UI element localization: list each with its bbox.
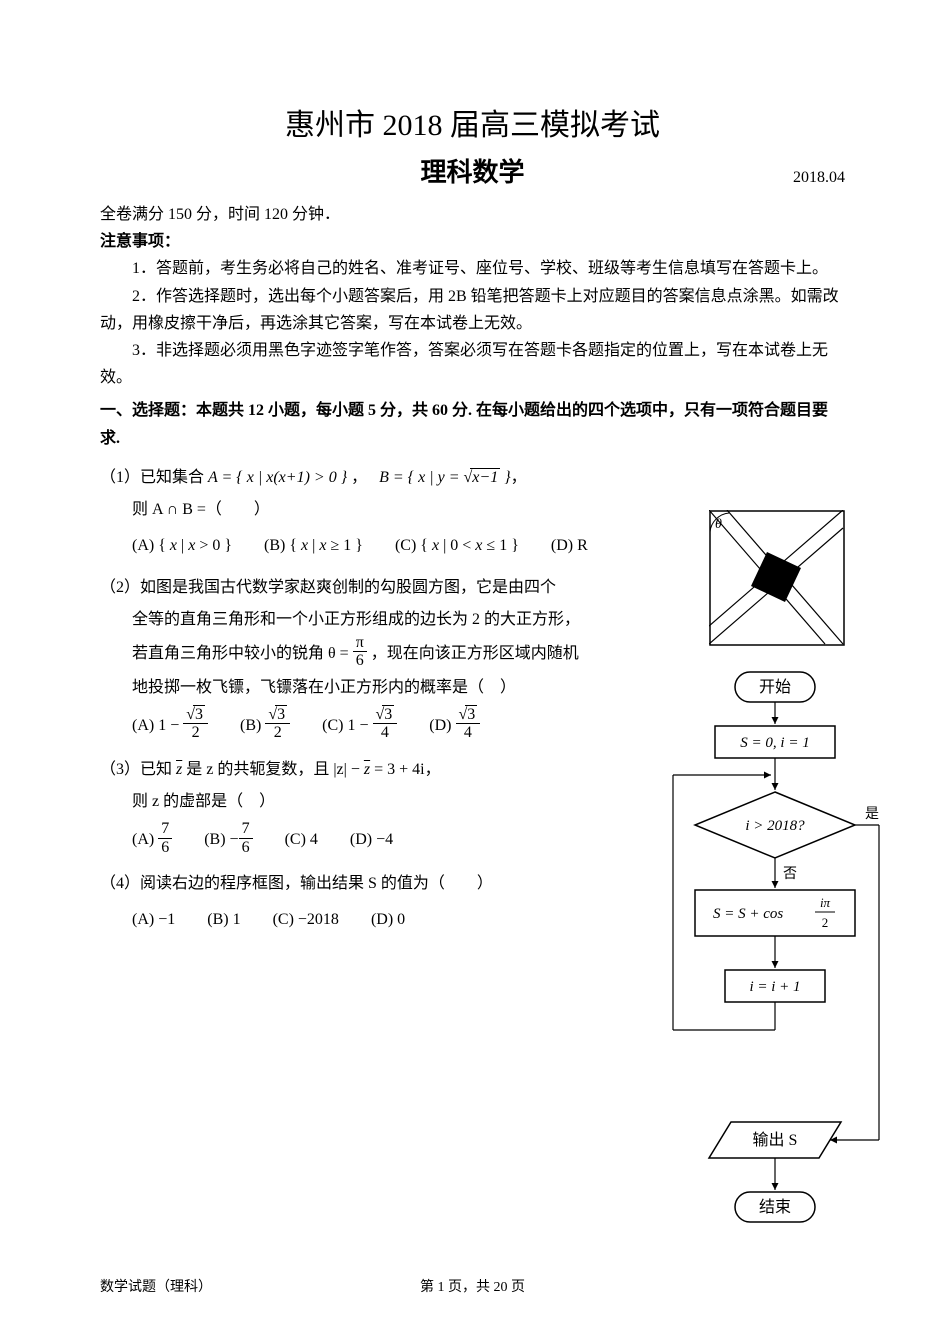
q1-optD: (D) R <box>551 530 588 562</box>
q1-setA: A = { x | x(x+1) > 0 } <box>208 469 347 486</box>
q1-optC: (C) { x | 0 < x ≤ 1 } <box>395 530 519 562</box>
q2-optA: (A) 1 − 32 <box>132 708 208 744</box>
exam-date: 2018.04 <box>793 169 845 187</box>
question-4: （4）阅读右边的程序框图，输出结果 S 的值为（ ） (A) −1 (B) 1 … <box>100 868 660 936</box>
q4-options: (A) −1 (B) 1 (C) −2018 (D) 0 <box>100 904 660 936</box>
fc-start: 开始 <box>759 678 791 696</box>
flowchart: 开始 S = 0, i = 1 i > 2018? 是 否 S = S + co… <box>665 670 885 1290</box>
fc-cond: i > 2018? <box>745 818 805 834</box>
q1-stem: （1）已知集合 A = { x | x(x+1) > 0 } ， B = { x… <box>100 462 660 494</box>
q2-optD: (D) 34 <box>429 708 480 744</box>
q1-optB: (B) { x | x ≥ 1 } <box>264 530 363 562</box>
fc-init: S = 0, i = 1 <box>740 735 809 751</box>
notice-2: 2．作答选择题时，选出每个小题答案后，用 2B 铅笔把答题卡上对应题目的答案信息… <box>100 283 845 337</box>
flowchart-svg: 开始 S = 0, i = 1 i > 2018? 是 否 S = S + co… <box>665 670 885 1290</box>
notice-3: 3．非选择题必须用黑色字迹签字笔作答，答案必须写在答题卡各题指定的位置上，写在本… <box>100 337 845 391</box>
q2-stem1: （2）如图是我国古代数学家赵爽创制的勾股圆方图，它是由四个 <box>100 572 660 604</box>
q1-comma: ， <box>351 469 367 486</box>
exam-title: 惠州市 2018 届高三模拟考试 <box>100 100 845 144</box>
q2-theta-frac: π6 <box>353 634 367 670</box>
fc-output: 输出 S <box>753 1131 798 1149</box>
q4-optA: (A) −1 <box>132 904 175 936</box>
q3-optB: (B) −76 <box>204 822 252 858</box>
q4-stem: （4）阅读右边的程序框图，输出结果 S 的值为（ ） <box>100 868 660 900</box>
q3-stem: （3）已知 z 是 z 的共轭复数，且 |z| − z = 3 + 4i， <box>100 754 660 786</box>
q1-options: (A) { x | x > 0 } (B) { x | x ≥ 1 } (C) … <box>100 530 660 562</box>
question-2: （2）如图是我国古代数学家赵爽创制的勾股圆方图，它是由四个 全等的直角三角形和一… <box>100 572 660 744</box>
notice-label: 注意事项： <box>100 228 845 255</box>
page: 惠州市 2018 届高三模拟考试 理科数学 2018.04 全卷满分 150 分… <box>0 0 945 1336</box>
theta-label: θ <box>715 517 722 532</box>
q2-optC: (C) 1 − 34 <box>322 708 397 744</box>
q3-stem-b: 是 z 的共轭复数，且 |z| − <box>182 761 364 778</box>
footer-center: 第 1 页，共 20 页 <box>100 1276 845 1296</box>
q1-then: 则 A ∩ B =（ ） <box>100 494 660 526</box>
fc-step-s-a: S = S + cos <box>713 906 783 922</box>
q2-stem3: 若直角三角形中较小的锐角 θ = π6 ，现在向该正方形区域内随机 <box>100 636 660 672</box>
q3-optD: (D) −4 <box>350 824 393 856</box>
fc-end: 结束 <box>759 1198 791 1216</box>
footer: 数学试题（理科） 第 1 页，共 20 页 <box>100 1276 845 1296</box>
q3-stem-a: （3）已知 <box>100 761 176 778</box>
intro-block: 全卷满分 150 分，时间 120 分钟． 注意事项： 1．答题前，考生务必将自… <box>100 201 845 452</box>
q4-optD: (D) 0 <box>371 904 405 936</box>
q3-options: (A) 76 (B) −76 (C) 4 (D) −4 <box>100 822 660 858</box>
fc-step-i: i = i + 1 <box>749 979 800 995</box>
q2-options: (A) 1 − 32 (B) 32 (C) 1 − 34 (D) 34 <box>100 708 660 744</box>
q4-optC: (C) −2018 <box>273 904 339 936</box>
exam-subtitle: 理科数学 <box>420 152 524 189</box>
fc-step-s-num: iπ <box>820 895 831 910</box>
q1-optA: (A) { x | x > 0 } <box>132 530 232 562</box>
gougu-svg: θ <box>709 510 845 646</box>
section-1-title: 一、选择题：本题共 12 小题，每小题 5 分，共 60 分. 在每小题给出的四… <box>100 397 845 451</box>
q4-optB: (B) 1 <box>207 904 240 936</box>
subtitle-row: 理科数学 2018.04 <box>100 152 845 189</box>
question-1: （1）已知集合 A = { x | x(x+1) > 0 } ， B = { x… <box>100 462 660 562</box>
question-3: （3）已知 z 是 z 的共轭复数，且 |z| − z = 3 + 4i， 则 … <box>100 754 660 858</box>
score-time-line: 全卷满分 150 分，时间 120 分钟． <box>100 201 845 228</box>
q3-then: 则 z 的虚部是（ ） <box>100 786 660 818</box>
fc-yes: 是 <box>865 807 879 822</box>
q1-setB: B = { x | y = x−1 } <box>379 469 510 486</box>
gougu-diagram: θ <box>709 510 845 646</box>
q3-optA: (A) 76 <box>132 822 172 858</box>
fc-step-s-den: 2 <box>822 915 829 930</box>
q2-stem2: 全等的直角三角形和一个小正方形组成的边长为 2 的大正方形， <box>100 604 660 636</box>
q2-optB: (B) 32 <box>240 708 290 744</box>
q2-stem4: 地投掷一枚飞镖，飞镖落在小正方形内的概率是（ ） <box>100 672 660 704</box>
q2-stem3a: 若直角三角形中较小的锐角 θ = <box>132 644 353 661</box>
fc-no: 否 <box>783 867 797 882</box>
q3-optC: (C) 4 <box>285 824 318 856</box>
notice-1: 1．答题前，考生务必将自己的姓名、准考证号、座位号、学校、班级等考生信息填写在答… <box>100 255 845 282</box>
q3-stem-c: = 3 + 4i， <box>370 761 441 778</box>
q1-stem-a: （1）已知集合 <box>100 469 208 486</box>
q2-stem3b: ，现在向该正方形区域内随机 <box>371 644 579 661</box>
